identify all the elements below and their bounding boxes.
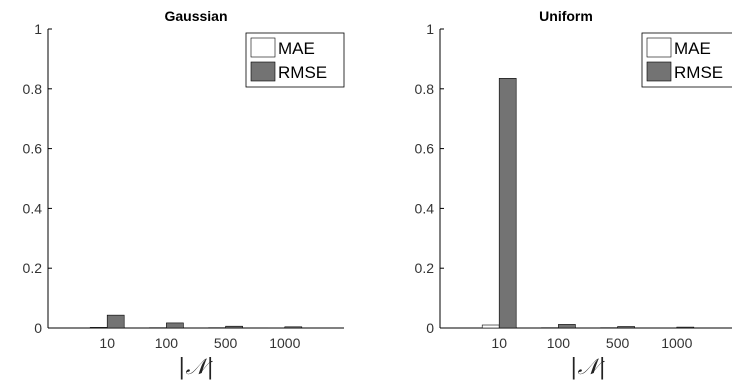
x-axis-label: |𝒩| <box>178 355 214 380</box>
y-tick-label: 0.8 <box>23 81 43 97</box>
x-tick-label: 10 <box>491 335 507 351</box>
y-tick-label: 1 <box>34 21 42 37</box>
y-tick-label: 0 <box>34 320 42 336</box>
y-tick-label: 0.4 <box>23 200 43 216</box>
bar-mae-10 <box>481 324 500 329</box>
chart-title: Uniform <box>539 8 593 24</box>
y-tick-label: 0.2 <box>23 260 43 276</box>
legend-label-rmse: RMSE <box>278 63 327 82</box>
chart-panel-gaussian: 0 0.2 0.4 0.6 0.8 1 10 100 500 1000 Gaussian |𝒩| MAE… <box>23 8 345 380</box>
y-tick-label: 0.6 <box>23 141 43 157</box>
bar-rmse-100 <box>558 324 576 329</box>
legend: MAE RMSE <box>641 32 732 88</box>
x-tick-label: 100 <box>547 335 571 351</box>
chart-title: Gaussian <box>164 8 227 24</box>
bar-rmse-1000 <box>676 326 695 329</box>
bar-mae-10 <box>89 327 108 329</box>
y-tick-label: 0.8 <box>415 81 435 97</box>
bar-rmse-1000 <box>284 326 303 329</box>
legend-label-mae: MAE <box>674 39 711 58</box>
x-tick-label: 100 <box>155 335 179 351</box>
x-tick-label: 500 <box>214 335 238 351</box>
bar-rmse-500 <box>617 326 635 329</box>
y-tick-label: 0.6 <box>415 141 435 157</box>
y-tick-label: 1 <box>426 21 434 37</box>
y-tick-label: 0.2 <box>415 260 435 276</box>
legend-label-rmse: RMSE <box>674 63 723 82</box>
chart-panel-uniform: 0 0.2 0.4 0.6 0.8 1 10 100 500 1000 Uniform |𝒩| MAE R… <box>415 8 732 380</box>
legend-label-mae: MAE <box>278 39 315 58</box>
x-tick-label: 1000 <box>661 335 692 351</box>
y-tick-label: 0.4 <box>415 200 435 216</box>
bar-rmse-100 <box>166 322 184 329</box>
legend-swatch-mae <box>646 37 672 58</box>
x-tick-label: 1000 <box>269 335 300 351</box>
x-tick-label: 500 <box>606 335 630 351</box>
bar-rmse-10 <box>498 78 517 329</box>
x-tick-label: 10 <box>99 335 115 351</box>
bar-rmse-10 <box>106 314 125 329</box>
y-tick-label: 0 <box>426 320 434 336</box>
legend-swatch-rmse <box>250 61 276 82</box>
x-axis-label: |𝒩| <box>570 355 606 380</box>
bar-rmse-500 <box>225 325 243 329</box>
legend: MAE RMSE <box>245 32 345 88</box>
legend-swatch-mae <box>250 37 276 58</box>
legend-swatch-rmse <box>646 61 672 82</box>
